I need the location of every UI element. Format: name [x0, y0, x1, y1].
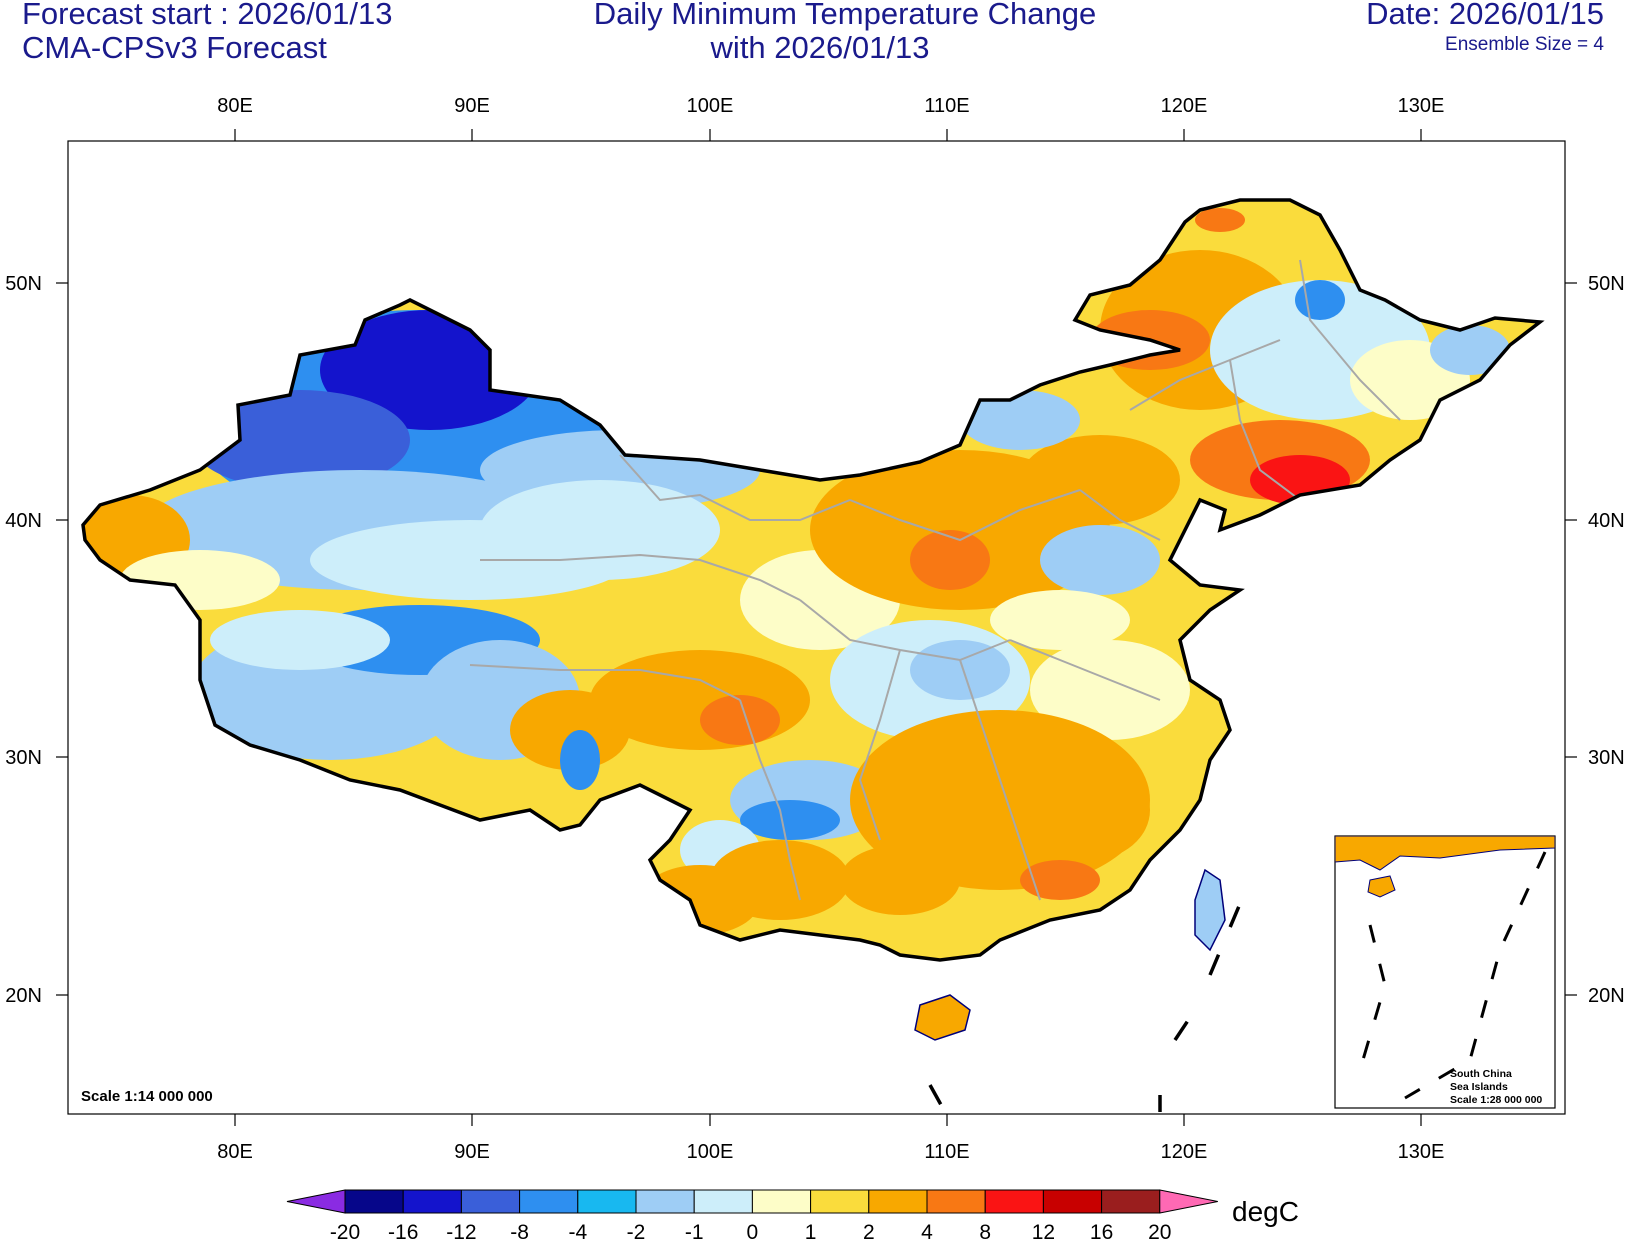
lon-label-top: 130E — [1398, 95, 1445, 117]
lon-label-top: 80E — [217, 95, 253, 117]
maritime-boundary-dashes — [928, 879, 1252, 1113]
colorbar: -20 -16 -12 -8 -4 -2 -1 0 1 2 4 8 12 16 20 — [286, 1189, 1218, 1241]
lat-label-right: 50N — [1588, 273, 1625, 295]
valid-date-label: Date: 2026/01/15 — [1366, 0, 1604, 31]
map-title: Daily Minimum Temperature Change — [593, 0, 1097, 31]
hainan-island — [914, 994, 971, 1041]
lon-label-top: 90E — [454, 95, 490, 117]
colorbar-tick-label: -12 — [446, 1221, 476, 1241]
province-boundaries — [469, 259, 1401, 901]
colorbar-tick-label: -4 — [568, 1221, 587, 1241]
colorbar-swatch — [344, 1189, 404, 1214]
colorbar-swatch — [1101, 1189, 1161, 1214]
lon-label-top: 110E — [924, 95, 969, 117]
model-label: CMA-CPSv3 Forecast — [22, 30, 327, 65]
colorbar-high-arrow — [1159, 1189, 1218, 1214]
inset-map — [1335, 836, 1555, 1100]
colorbar-units: degC — [1232, 1196, 1299, 1227]
lat-label-left: 30N — [5, 747, 42, 769]
south-china-sea-inset — [1334, 835, 1556, 1109]
colorbar-tick-label: 12 — [1032, 1221, 1055, 1241]
lon-label-top: 100E — [687, 95, 734, 117]
lon-label-bottom: 110E — [924, 1141, 969, 1163]
map-subtitle: with 2026/01/13 — [710, 30, 930, 65]
colorbar-tick-label: 1 — [805, 1221, 817, 1241]
colorbar-tick-label: -8 — [510, 1221, 529, 1241]
taiwan-island — [1194, 868, 1226, 952]
colorbar-tick-label: -1 — [685, 1221, 704, 1241]
colorbar-swatch — [984, 1189, 1044, 1214]
lon-label-bottom: 90E — [454, 1141, 490, 1163]
lat-label-left: 40N — [5, 510, 42, 532]
lat-label-right: 40N — [1588, 510, 1625, 532]
colorbar-swatch — [1042, 1189, 1103, 1214]
colorbar-swatch — [868, 1189, 928, 1214]
ensemble-size-label: Ensemble Size = 4 — [1445, 34, 1604, 55]
colorbar-tick-label: 4 — [921, 1221, 933, 1241]
lon-label-top: 120E — [1161, 95, 1208, 117]
colorbar-swatch — [519, 1189, 579, 1214]
lon-label-bottom: 130E — [1398, 1141, 1445, 1163]
colorbar-swatch — [751, 1189, 812, 1214]
lon-label-bottom: 80E — [217, 1141, 253, 1163]
colorbar-tick-label: 8 — [979, 1221, 991, 1241]
lat-label-right: 20N — [1588, 985, 1625, 1007]
colorbar-tick-label: 20 — [1148, 1221, 1171, 1241]
colorbar-low-arrow — [286, 1189, 346, 1214]
lat-label-right: 30N — [1588, 747, 1625, 769]
forecast-start-label: Forecast start : 2026/01/13 — [22, 0, 393, 31]
axis-ticks — [56, 129, 1577, 1126]
inset-title-line1: South China — [1450, 1068, 1512, 1080]
map-scale-label: Scale 1:14 000 000 — [81, 1088, 213, 1105]
inset-title-line2: Sea Islands — [1450, 1081, 1508, 1093]
colorbar-tick-label: 2 — [863, 1221, 875, 1241]
colorbar-swatch — [926, 1189, 986, 1214]
colorbar-swatch — [693, 1189, 753, 1214]
colorbar-tick-label: 0 — [747, 1221, 759, 1241]
lat-label-left: 50N — [5, 273, 42, 295]
colorbar-swatch — [460, 1189, 521, 1214]
colorbar-swatch — [402, 1189, 462, 1214]
colorbar-tick-label: -2 — [627, 1221, 646, 1241]
colorbar-tick-label: -20 — [330, 1221, 360, 1241]
colorbar-tick-label: 16 — [1090, 1221, 1113, 1241]
colorbar-tick-label: -16 — [388, 1221, 418, 1241]
colorbar-swatch — [810, 1189, 870, 1214]
lon-label-bottom: 120E — [1161, 1141, 1208, 1163]
lat-label-left: 20N — [5, 985, 42, 1007]
colorbar-swatch — [635, 1189, 695, 1214]
lon-label-bottom: 100E — [687, 1141, 734, 1163]
colorbar-swatch — [577, 1189, 637, 1214]
inset-scale-label: Scale 1:28 000 000 — [1450, 1094, 1542, 1106]
